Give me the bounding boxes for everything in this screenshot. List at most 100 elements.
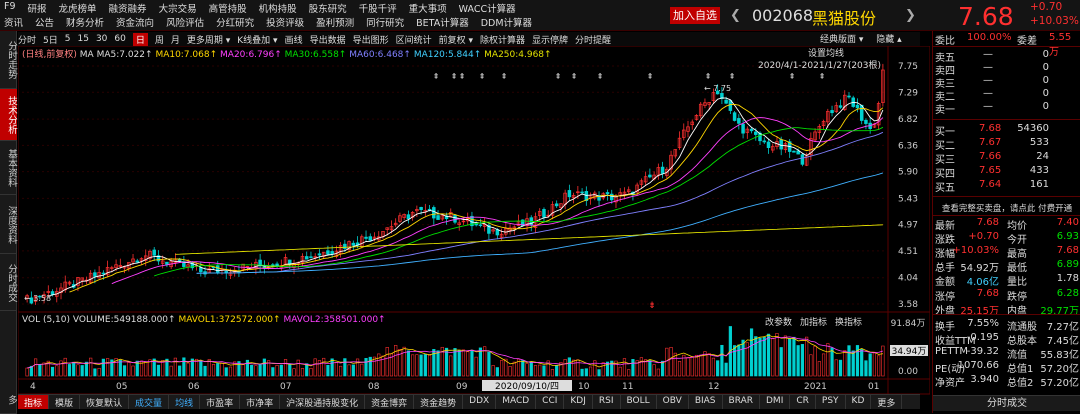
indicator-tab[interactable]: DMI — [760, 395, 791, 409]
indicator-tab[interactable]: DDX — [463, 395, 497, 409]
menu-item[interactable]: F9 — [4, 1, 16, 12]
indicator-tab[interactable]: PSY — [816, 395, 846, 409]
period-tab[interactable]: 导出图形 — [352, 35, 389, 46]
menu-item[interactable]: BETA计算器 — [416, 18, 469, 29]
menu-item[interactable]: 分红研究 — [216, 18, 255, 29]
period-tab[interactable]: 画线 — [284, 35, 303, 46]
left-tab[interactable]: 多 — [0, 386, 17, 414]
indicator-tab[interactable]: MACD — [496, 395, 537, 409]
period-tab[interactable]: 5 — [64, 34, 71, 44]
period-tab[interactable]: 前复权 ▾ — [438, 35, 474, 46]
period-tab[interactable]: 30 — [95, 34, 108, 44]
indicator-tab[interactable]: 恢复默认 — [80, 395, 130, 409]
left-tab[interactable]: 深度资料 — [0, 196, 17, 254]
period-tab[interactable]: 60 — [114, 34, 126, 44]
menu-item[interactable]: 重大事项 — [408, 4, 447, 15]
menu-item[interactable]: 融资融券 — [108, 4, 147, 15]
period-tab[interactable]: 周 — [154, 35, 164, 46]
menu-item[interactable]: 同行研究 — [366, 18, 405, 29]
menu-item[interactable]: 盈利预测 — [316, 18, 355, 29]
event-marker[interactable]: ⇞ — [555, 72, 562, 81]
menu-item[interactable]: 财务分析 — [66, 18, 105, 29]
event-marker[interactable]: ⇞ — [501, 72, 508, 81]
event-marker[interactable]: ⇞ — [571, 72, 578, 81]
menu-item[interactable]: WACC计算器 — [458, 4, 516, 15]
period-tab[interactable]: 导出数据 — [309, 35, 346, 46]
vol-button[interactable]: 换指标 — [835, 318, 863, 328]
indicator-tab[interactable]: KD — [846, 395, 872, 409]
period-tab[interactable]: 15 — [77, 34, 89, 44]
period-tab[interactable]: 更多周期 ▾ — [186, 35, 231, 46]
menu-item[interactable]: 千股千评 — [358, 4, 397, 15]
indicator-tab[interactable]: 指标 — [18, 395, 50, 409]
indicator-tab[interactable]: KDJ — [564, 395, 593, 409]
left-tab[interactable]: 分时成交 — [0, 255, 17, 311]
indicator-tab[interactable]: 更多 — [871, 395, 903, 409]
indicator-tab[interactable]: 模版 — [49, 395, 81, 409]
indicator-tab[interactable]: 成交量 — [129, 395, 170, 409]
prev-stock-icon[interactable]: ❮ — [730, 8, 741, 23]
left-tab[interactable]: 基本资料 — [0, 142, 17, 195]
left-tab[interactable]: 技术分析 — [0, 89, 17, 141]
menu-item[interactable]: 投资评级 — [266, 18, 305, 29]
period-tab[interactable]: 区间统计 — [395, 35, 432, 46]
indicator-tab[interactable]: BOLL — [621, 395, 657, 409]
indicator-tab[interactable]: 市盈率 — [200, 395, 241, 409]
indicator-tab[interactable]: RSI — [593, 395, 621, 409]
event-marker[interactable]: ⇞ — [647, 72, 654, 81]
event-marker[interactable]: ⇞ — [451, 72, 458, 81]
indicator-tab[interactable]: 市净率 — [240, 395, 281, 409]
classic-layout-button[interactable]: 经典版面 ▾ — [820, 35, 864, 45]
menu-item[interactable]: 高管持股 — [208, 4, 247, 15]
period-tab[interactable]: 分时 — [18, 35, 37, 46]
left-tab[interactable]: 分时走势 — [0, 32, 17, 89]
period-tab[interactable]: 分时提醒 — [575, 35, 612, 46]
menu-item[interactable]: 公告 — [35, 18, 55, 29]
event-marker[interactable]: ⇞ — [789, 72, 796, 81]
volume-bar — [576, 359, 580, 377]
period-tab[interactable]: K线叠加 ▾ — [237, 35, 278, 46]
period-tab[interactable]: 日 — [132, 32, 148, 46]
indicator-tab[interactable]: CR — [790, 395, 816, 409]
volume-bar — [440, 346, 444, 377]
event-marker[interactable]: ⇞ — [433, 72, 440, 81]
menu-item[interactable]: 大宗交易 — [158, 4, 197, 15]
event-marker[interactable]: ⇞ — [479, 72, 486, 81]
menu-item[interactable]: 机构持股 — [258, 4, 297, 15]
event-marker[interactable]: ⇞ — [597, 72, 604, 81]
menu-item[interactable]: 研报 — [27, 4, 47, 15]
indicator-tab[interactable]: CCI — [536, 395, 565, 409]
menu-item[interactable]: 资金流向 — [116, 18, 155, 29]
candle-body — [813, 131, 817, 141]
indicator-tab[interactable]: 均线 — [169, 395, 201, 409]
vol-button[interactable]: 改参数 — [765, 318, 793, 328]
menu-item[interactable]: 股东研究 — [308, 4, 347, 15]
event-marker[interactable]: ⇞ — [705, 72, 712, 81]
vol-button[interactable]: 加指标 — [800, 318, 828, 328]
period-tab[interactable]: 显示停牌 — [532, 35, 569, 46]
event-marker[interactable]: ⇞ — [729, 72, 736, 81]
tick-trades-tab[interactable]: 分时成交 — [933, 395, 1080, 411]
indicator-tab[interactable]: 沪深股通持股变化 — [280, 395, 366, 409]
period-tab[interactable]: 除权计算器 — [480, 35, 526, 46]
full-orderbook-link[interactable]: 查看完整买卖盘，请点此 付费开通 — [941, 204, 1073, 214]
volume-bar — [266, 360, 271, 377]
set-ma-label[interactable]: 设置均线 — [808, 47, 844, 59]
add-favorite-button[interactable]: 加入自选 — [670, 7, 720, 24]
kline-chart[interactable]: 7.75 7.29 6.82 6.36 5.90 5.43 4.97 4.51 4.04 3.58… — [18, 46, 930, 396]
next-stock-icon[interactable]: ❯ — [905, 8, 916, 23]
period-tab[interactable]: 5日 — [43, 35, 58, 46]
menu-item[interactable]: 龙虎榜单 — [58, 4, 97, 15]
menu-item[interactable]: 风险评估 — [166, 18, 205, 29]
indicator-tab[interactable]: OBV — [657, 395, 689, 409]
event-marker[interactable]: ⇞ — [819, 72, 826, 81]
indicator-tab[interactable]: BRAR — [723, 395, 760, 409]
menu-item[interactable]: 资讯 — [4, 18, 24, 29]
period-tab[interactable]: 月 — [170, 35, 180, 46]
hide-button[interactable]: 隐藏 ▴ — [876, 35, 902, 45]
event-marker[interactable]: ⇞ — [459, 72, 466, 81]
indicator-tab[interactable]: 资金博弈 — [365, 395, 415, 409]
indicator-tab[interactable]: BIAS — [689, 395, 723, 409]
menu-item[interactable]: DDM计算器 — [480, 18, 533, 29]
indicator-tab[interactable]: 资金趋势 — [414, 395, 464, 409]
